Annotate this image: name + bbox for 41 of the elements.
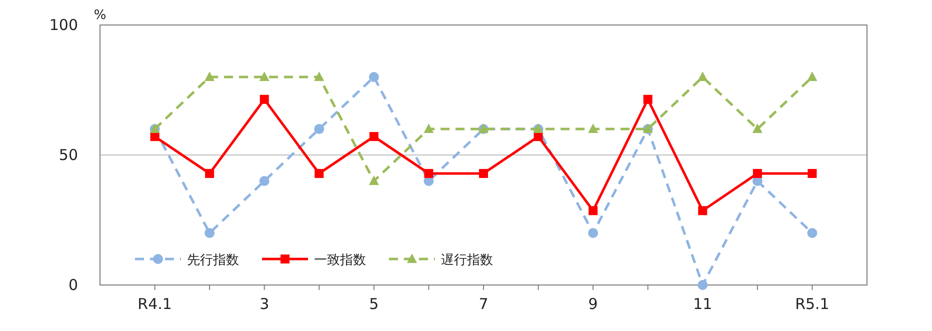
point bbox=[204, 228, 215, 238]
legend-label: 先行指数 bbox=[187, 253, 239, 268]
point bbox=[643, 94, 652, 104]
point bbox=[479, 168, 488, 178]
x-tick-label: 5 bbox=[369, 295, 379, 313]
x-tick-label: 9 bbox=[588, 295, 598, 313]
point bbox=[752, 124, 762, 133]
y-tick-label: 100 bbox=[49, 16, 78, 34]
point bbox=[807, 72, 818, 81]
x-tick-label: 3 bbox=[260, 295, 270, 313]
point bbox=[588, 228, 598, 238]
legend-label: 一致指数 bbox=[314, 253, 366, 268]
point bbox=[808, 168, 817, 178]
point bbox=[314, 124, 324, 134]
legend-label: 遅行指数 bbox=[441, 253, 493, 268]
y-axis-title: % bbox=[94, 8, 106, 23]
point bbox=[424, 124, 434, 133]
point bbox=[314, 72, 324, 81]
y-tick-label: 50 bbox=[58, 146, 78, 164]
point bbox=[698, 206, 708, 216]
point bbox=[424, 168, 434, 178]
point bbox=[698, 280, 708, 290]
point bbox=[752, 168, 762, 178]
point bbox=[807, 228, 818, 238]
point bbox=[204, 72, 215, 81]
point bbox=[314, 168, 324, 178]
point bbox=[205, 168, 214, 178]
x-tick-label: R4.1 bbox=[138, 295, 172, 313]
x-tick-label: R5.1 bbox=[795, 295, 830, 313]
y-tick-label: 0 bbox=[68, 276, 78, 294]
point bbox=[698, 72, 708, 81]
point bbox=[260, 94, 269, 104]
point bbox=[259, 176, 270, 186]
x-tick-label: 11 bbox=[693, 295, 712, 313]
point bbox=[369, 132, 378, 142]
point bbox=[588, 206, 598, 216]
point bbox=[259, 72, 270, 81]
point bbox=[368, 72, 379, 82]
x-tick-label: 7 bbox=[478, 295, 488, 313]
point bbox=[368, 176, 379, 185]
point bbox=[588, 124, 598, 133]
